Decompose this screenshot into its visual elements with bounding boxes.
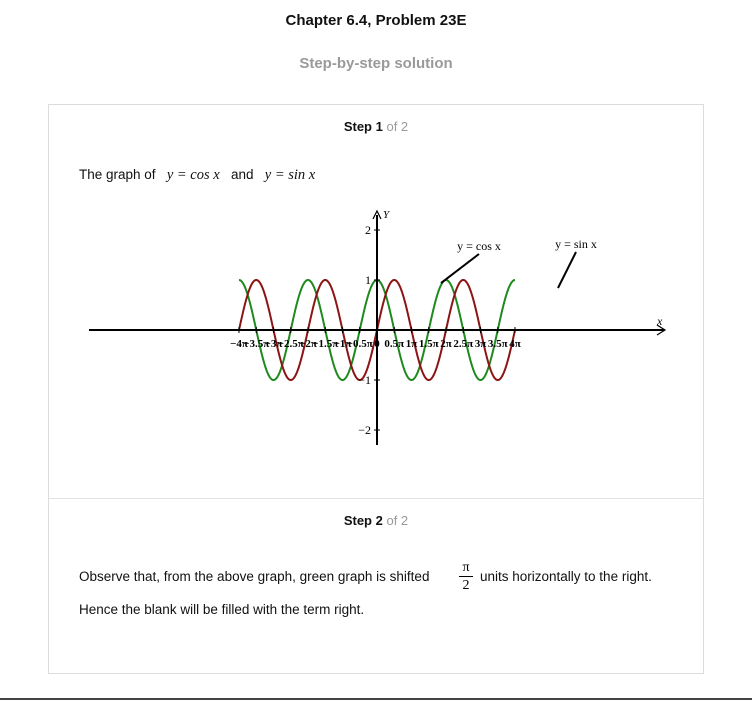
pi-over-2-fraction: π 2: [459, 560, 473, 593]
step2-line1-after: units horizontally to the right.: [480, 569, 652, 584]
step1-and-text: and: [230, 167, 254, 182]
x-tick-label: 1π: [406, 338, 418, 350]
x-tick-label: 4π: [509, 338, 521, 350]
page-title: Chapter 6.4, Problem 23E: [285, 12, 467, 29]
step1-of-text: of 2: [386, 119, 409, 134]
x-tick-label: −4π: [230, 338, 248, 350]
x-tick-label: −0.5π: [347, 338, 373, 350]
x-tick-label: −3.5π: [243, 338, 269, 350]
x-axis-arrow: [656, 324, 667, 336]
step2-heading: Step 2 of 2: [49, 513, 703, 528]
step2-line1-before: Observe that, from the above graph, gree…: [79, 569, 430, 584]
step2-label: Step 2: [343, 513, 383, 528]
y-tick-label: −1: [358, 373, 371, 387]
page-subtitle: Step-by-step solution: [299, 55, 453, 72]
x-tick-label: 2.5π: [453, 338, 473, 350]
cos-leader-line: [440, 253, 480, 284]
y-axis-arrow: [372, 209, 382, 220]
x-tick-label: −1π: [334, 338, 352, 350]
y-tick-label: −2: [358, 423, 371, 437]
step1-label: Step 1: [343, 119, 383, 134]
equation-cos: y = cos x: [166, 167, 220, 183]
x-tick-label: −1.5π: [312, 338, 338, 350]
fraction-numerator: π: [462, 560, 470, 575]
y-axis-label: Y: [383, 209, 391, 221]
y-tick-label: 2: [365, 223, 371, 237]
step2-conclusion: Hence the blank will be filled with the …: [79, 602, 365, 617]
y-tick-label: 1: [365, 273, 371, 287]
sin-annotation: y = sin x: [555, 237, 597, 251]
step2-of-text: of 2: [386, 513, 409, 528]
x-tick-label: 1.5π: [419, 338, 439, 350]
step1-intro-text: The graph of: [79, 167, 156, 182]
x-tick-label: −2π: [299, 338, 317, 350]
step1-intro: The graph of y = cos x and y = sin x: [79, 167, 315, 184]
step-divider: [49, 498, 703, 499]
x-tick-label: 0.5π: [384, 338, 404, 350]
equation-sin: y = sin x: [264, 167, 316, 183]
fraction-bar: [459, 576, 473, 577]
x-tick-label: 3π: [475, 338, 487, 350]
step1-heading: Step 1 of 2: [49, 119, 703, 134]
sine-cosine-graph: xY−4π−3.5π−3π−2.5π−2π−1.5π−1π−0.5π 0 0.5π 1…: [89, 209, 667, 445]
cos-annotation: y = cos x: [457, 239, 501, 253]
solution-card: Step 1 of 2 The graph of y = cos x and y…: [48, 104, 704, 674]
x-tick-label: −3π: [265, 338, 283, 350]
sin-leader-line: [557, 251, 577, 289]
x-tick-label: 3.5π: [488, 338, 508, 350]
x-axis-label: x: [656, 314, 663, 328]
x-tick-label: −2.5π: [278, 338, 304, 350]
fraction-denominator: 2: [462, 578, 470, 593]
x-tick-label: 2π: [440, 338, 452, 350]
x-tick-label: 0: [374, 338, 380, 350]
bottom-rule: [0, 698, 752, 700]
